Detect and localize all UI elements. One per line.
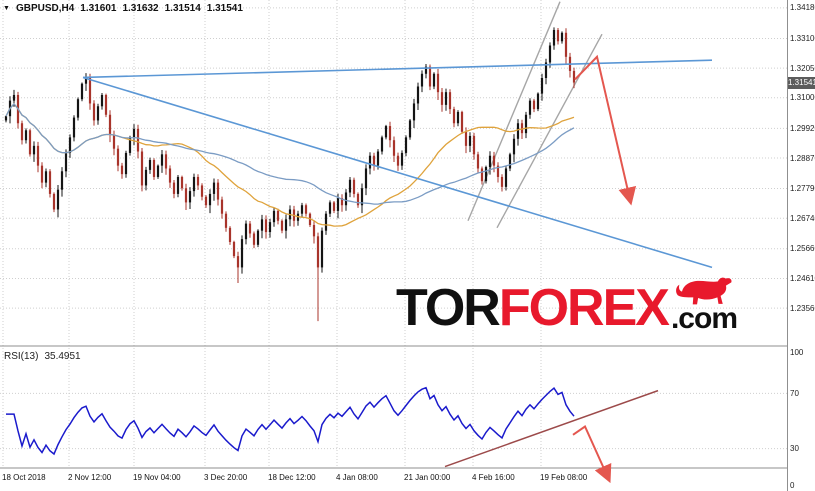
price-axis-label: 1.26740 bbox=[790, 213, 815, 223]
time-axis-label: 2 Nov 12:00 bbox=[68, 473, 112, 482]
rsi-indicator-label: RSI(13) bbox=[4, 351, 39, 362]
quote-close: 1.31541 bbox=[206, 3, 243, 14]
forecast-arrow bbox=[574, 54, 637, 206]
channel-line bbox=[496, 33, 603, 229]
time-axis-label: 18 Oct 2018 bbox=[2, 473, 46, 482]
rsi-trendline bbox=[444, 389, 659, 468]
price-axis-label: 1.29920 bbox=[790, 123, 815, 133]
price-axis: 1.31541 1.34180 1.33100 1.32050 1.31000 1.29… bbox=[787, 0, 815, 491]
time-axis: 18 Oct 2018 2 Nov 12:00 19 Nov 04:00 3 Dec … bbox=[0, 468, 787, 491]
rsi-forecast-arrow bbox=[572, 424, 612, 484]
ohlc-header: ▼ GBPUSD,H4 1.31601 1.31632 1.31514 1.31… bbox=[3, 3, 243, 14]
time-axis-label: 4 Feb 16:00 bbox=[472, 473, 515, 482]
price-axis-label: 1.33100 bbox=[790, 33, 815, 43]
rsi-axis-label: 70 bbox=[790, 388, 799, 398]
rsi-axis-label: 0 bbox=[790, 481, 795, 490]
rsi-indicator-value: 35.4951 bbox=[44, 351, 81, 362]
channel-line bbox=[467, 1, 561, 222]
price-chart-canvas[interactable] bbox=[0, 0, 788, 347]
rsi-axis-label: 30 bbox=[790, 444, 799, 454]
time-axis-label: 21 Jan 00:00 bbox=[404, 473, 451, 482]
time-axis-label: 3 Dec 20:00 bbox=[204, 473, 248, 482]
price-axis-label: 1.23560 bbox=[790, 303, 815, 313]
price-axis-label: 1.34180 bbox=[790, 3, 815, 13]
chart-marker-icon: ▼ bbox=[3, 4, 10, 12]
quote-low: 1.31514 bbox=[164, 3, 201, 14]
bull-logo-icon bbox=[676, 277, 732, 305]
time-axis-label: 19 Feb 08:00 bbox=[540, 473, 588, 482]
watermark-forex: FOREX bbox=[498, 279, 670, 337]
price-axis-label: 1.28870 bbox=[790, 153, 815, 163]
time-axis-label: 19 Nov 04:00 bbox=[133, 473, 181, 482]
rsi-line bbox=[6, 386, 575, 456]
quote-open: 1.31601 bbox=[80, 3, 117, 14]
price-axis-label: 1.25660 bbox=[790, 244, 815, 254]
price-axis-label: 1.27790 bbox=[790, 184, 815, 194]
trendline bbox=[82, 76, 713, 269]
current-price-tag: 1.31541 bbox=[788, 76, 815, 89]
watermark-com: .com bbox=[670, 302, 738, 335]
trendline bbox=[82, 59, 713, 79]
candlesticks bbox=[4, 27, 576, 322]
ma-slow-line bbox=[5, 102, 575, 205]
brand-watermark: TOR FOREX .com bbox=[396, 276, 738, 337]
rsi-header: RSI(13) 35.4951 bbox=[4, 351, 81, 362]
rsi-axis-label: 100 bbox=[790, 347, 804, 357]
price-axis-label: 1.31000 bbox=[790, 93, 815, 103]
watermark-tor: TOR bbox=[396, 279, 501, 337]
quote-high: 1.31632 bbox=[122, 3, 159, 14]
time-axis-label: 18 Dec 12:00 bbox=[268, 473, 316, 482]
price-axis-label: 1.24610 bbox=[790, 273, 815, 283]
rsi-indicator-canvas[interactable] bbox=[0, 348, 788, 491]
time-axis-label: 4 Jan 08:00 bbox=[336, 473, 378, 482]
symbol-timeframe: GBPUSD,H4 bbox=[15, 3, 75, 14]
price-axis-label: 1.32050 bbox=[790, 63, 815, 73]
